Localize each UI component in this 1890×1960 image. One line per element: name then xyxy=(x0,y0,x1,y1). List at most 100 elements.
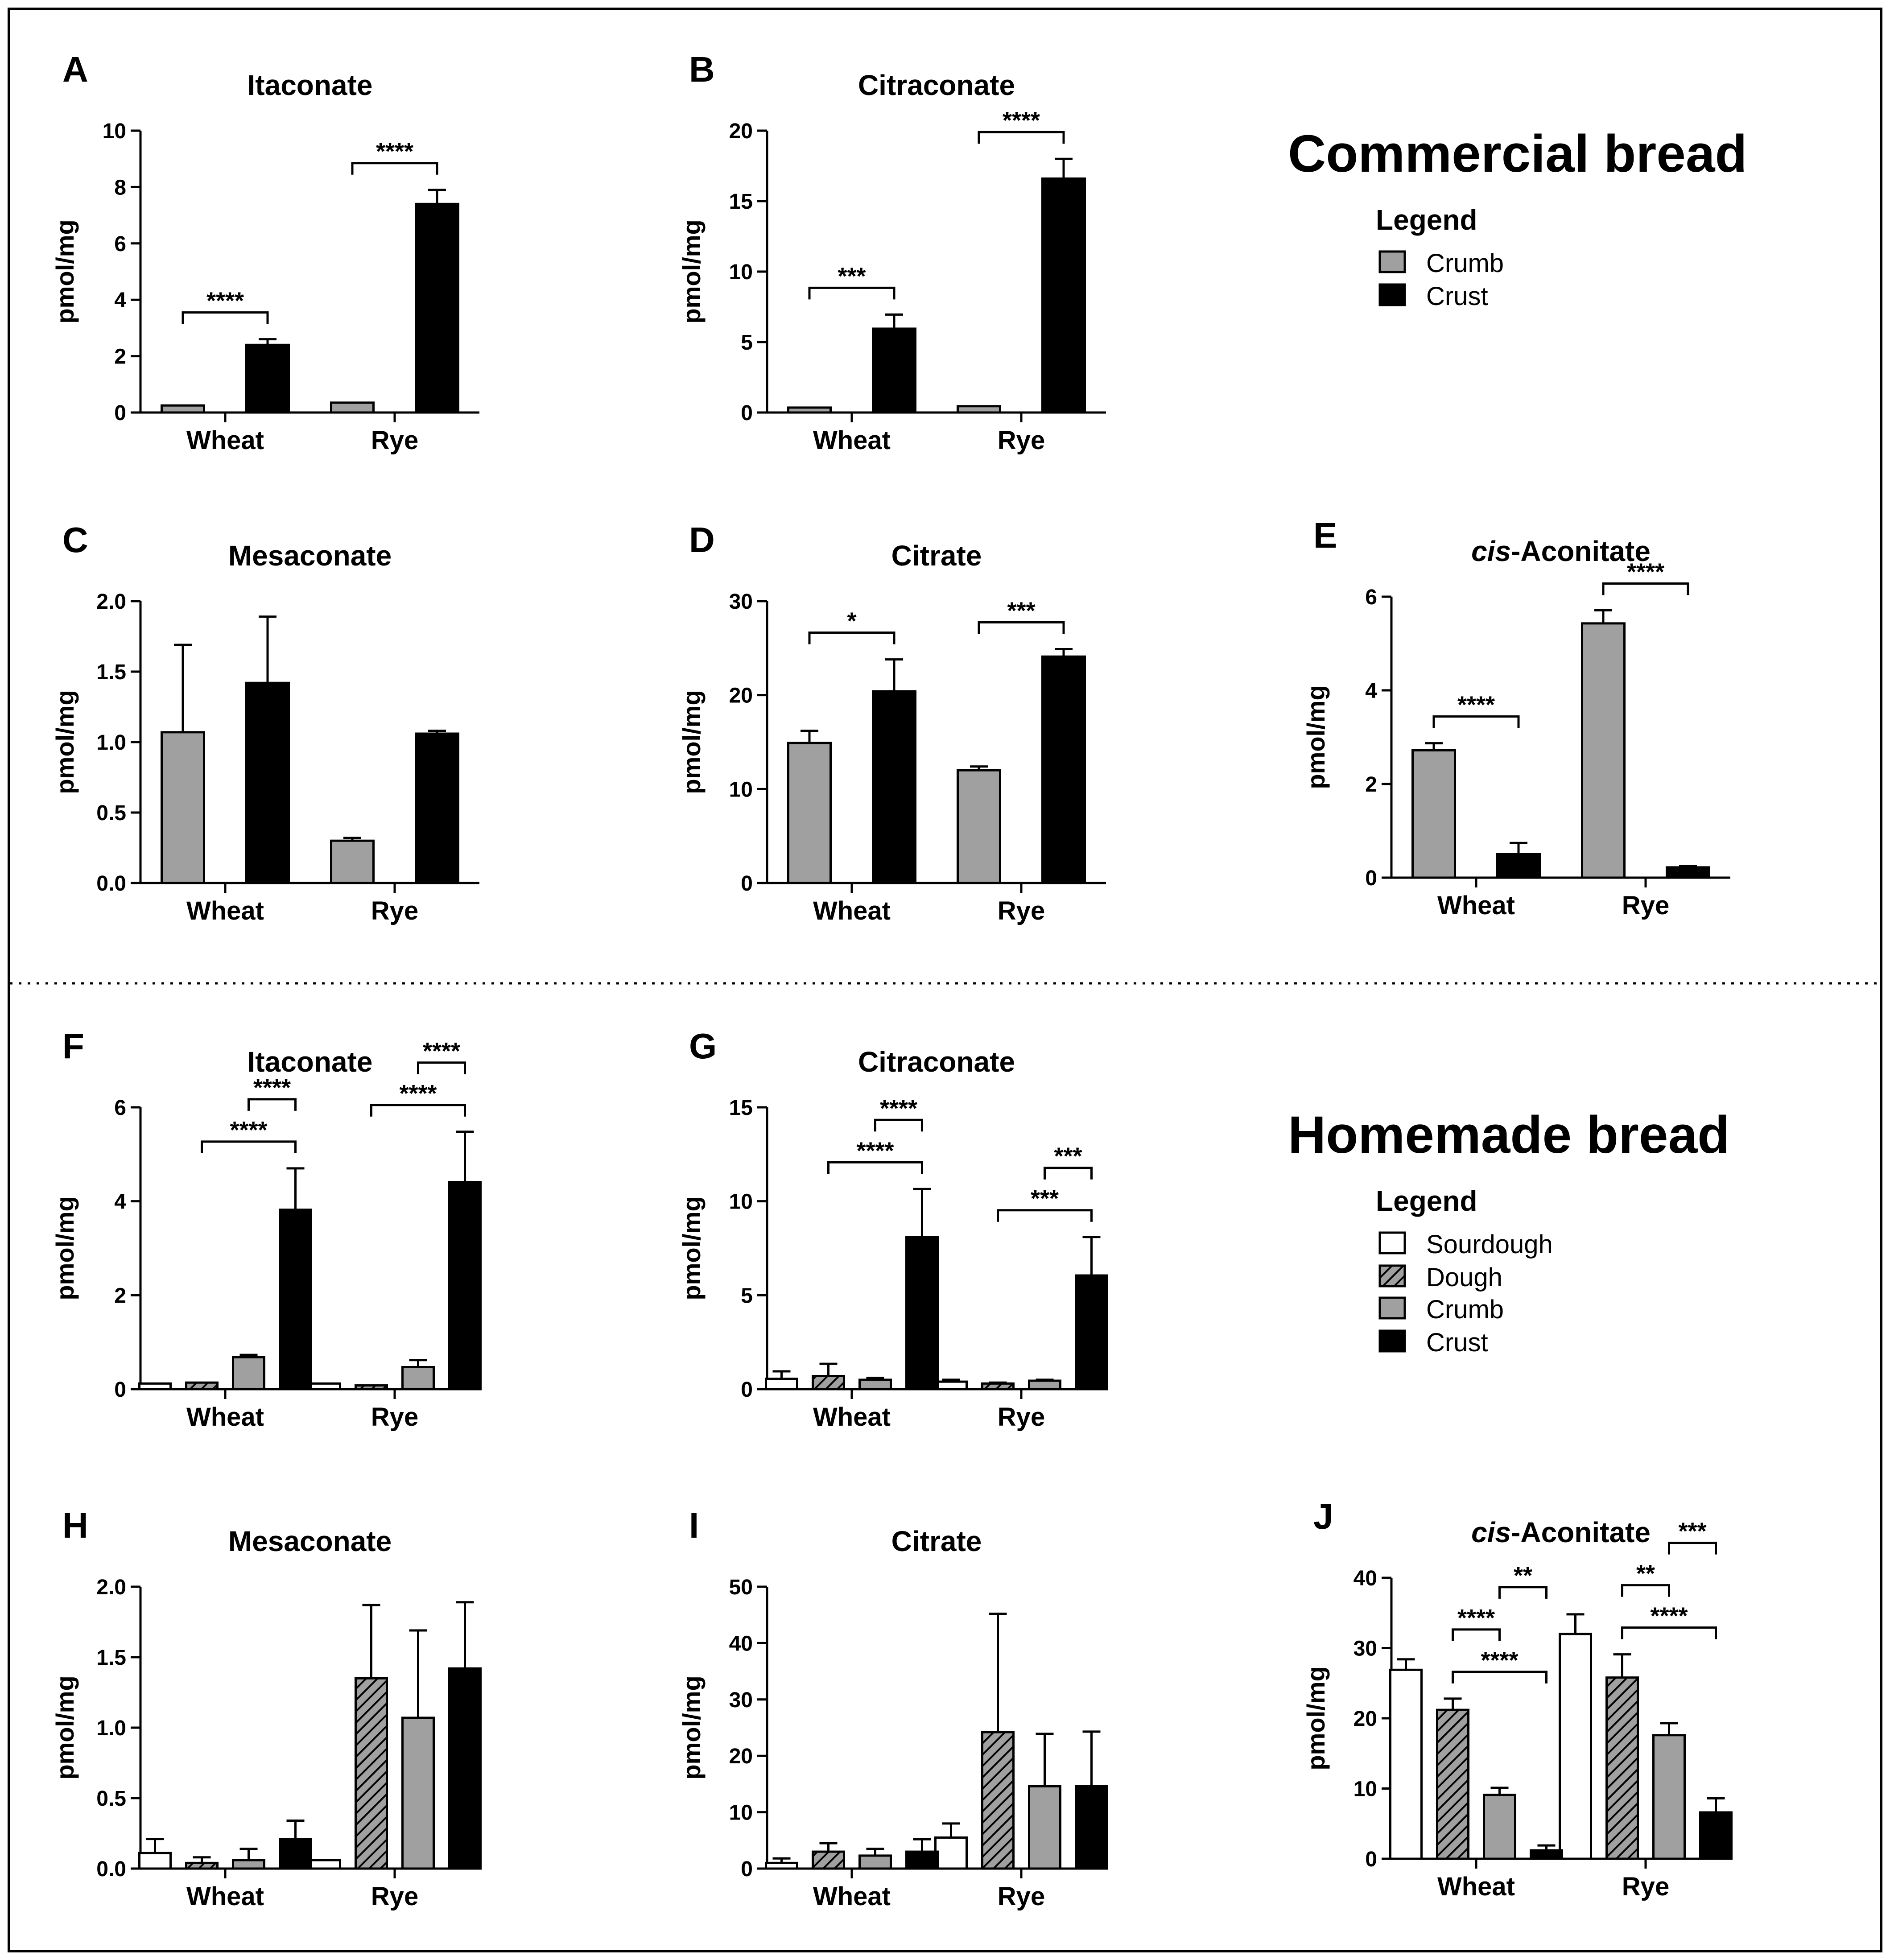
y-axis-label: pmol/mg xyxy=(51,1675,79,1779)
x-tick-label: Rye xyxy=(371,896,418,925)
significance-bracket xyxy=(1044,1167,1093,1180)
x-tick-label: Wheat xyxy=(186,896,264,925)
panel-letter: C xyxy=(62,520,88,560)
significance-bracket xyxy=(1452,1628,1501,1641)
y-tick-label: 10 xyxy=(729,1801,753,1825)
x-tick-label: Rye xyxy=(371,426,418,455)
chart-title: Citrate xyxy=(891,540,982,572)
significance-label: **** xyxy=(253,1074,291,1101)
y-tick-label: 20 xyxy=(729,684,753,708)
section-title: Commercial bread xyxy=(1288,124,1747,183)
bar-crumb-rye xyxy=(957,405,1001,414)
bar-crumb-rye xyxy=(1652,1734,1686,1860)
y-tick-label: 0 xyxy=(1365,1848,1377,1871)
legend-swatch-dough xyxy=(1378,1264,1406,1287)
y-tick-label: 0 xyxy=(741,872,753,895)
x-tick-label: Wheat xyxy=(813,426,891,455)
bar-crust-rye xyxy=(1075,1785,1108,1870)
bar-crumb-wheat xyxy=(787,406,832,414)
x-tick-label: Rye xyxy=(998,896,1045,925)
chart-title: cis-Aconitate xyxy=(1471,1516,1651,1548)
y-tick-label: 20 xyxy=(729,1745,753,1768)
bar-crust-rye xyxy=(448,1667,482,1870)
bar-sourdough-wheat xyxy=(138,1382,172,1391)
chart-panel-f: F Itaconate pmol/mg 0 2 4 6 Wheat Rye **** **** ***… xyxy=(51,1026,482,1432)
significance-bracket xyxy=(370,1104,466,1117)
bar-crumb-rye xyxy=(1028,1379,1061,1391)
bar-crust-rye xyxy=(415,202,459,414)
chart-title: Mesaconate xyxy=(228,540,392,572)
bar-dough-wheat xyxy=(185,1381,219,1391)
chart-title: Citraconate xyxy=(858,69,1015,101)
y-axis-label: pmol/mg xyxy=(677,690,706,794)
y-tick-label: 2.0 xyxy=(96,590,126,614)
panel-letter: H xyxy=(62,1506,88,1545)
y-tick-label: 0 xyxy=(114,1378,126,1402)
bar-crust-rye xyxy=(1666,866,1710,879)
bar-crust-wheat xyxy=(1496,853,1541,879)
y-axis-label: pmol/mg xyxy=(677,1675,706,1779)
significance-bracket xyxy=(874,1118,923,1132)
legend-label-sourdough: Sourdough xyxy=(1426,1230,1553,1259)
legend-label-crust: Crust xyxy=(1426,1328,1488,1357)
significance-bracket xyxy=(978,131,1065,144)
bar-crust-wheat xyxy=(279,1209,312,1391)
y-axis-label: pmol/mg xyxy=(677,1196,706,1300)
bar-crumb-wheat xyxy=(232,1356,265,1391)
figure-border xyxy=(8,8,1882,1952)
significance-bracket xyxy=(1621,1584,1670,1597)
y-axis-label: pmol/mg xyxy=(51,690,79,794)
y-tick-label: 0 xyxy=(741,1378,753,1402)
bar-crust-wheat xyxy=(872,690,916,884)
y-tick-label: 5 xyxy=(741,1284,753,1308)
chart-panel-c: C Mesaconate pmol/mg 0.0 0.5 1.0 1.5 2.0 Wheat Ry… xyxy=(51,520,479,925)
bar-crumb-wheat xyxy=(787,742,832,884)
x-tick-label: Rye xyxy=(371,1882,418,1911)
significance-label: *** xyxy=(1678,1518,1706,1545)
bar-crumb-wheat xyxy=(858,1854,892,1870)
significance-bracket xyxy=(201,1140,297,1153)
panel-letter: A xyxy=(62,50,88,89)
y-axis-label: pmol/mg xyxy=(51,1196,79,1300)
y-tick-label: 2 xyxy=(114,1284,126,1308)
bar-crust-rye xyxy=(1699,1811,1733,1860)
y-tick-label: 4 xyxy=(1365,679,1377,703)
y-tick-label: 10 xyxy=(729,778,753,801)
y-tick-label: 30 xyxy=(729,1688,753,1712)
significance-label: **** xyxy=(856,1137,894,1164)
y-tick-label: 2 xyxy=(1365,773,1377,796)
chart-panel-h: H Mesaconate pmol/mg 0.0 0.5 1.0 1.5 2.0 Wheat Ry… xyxy=(51,1506,482,1911)
bar-crust-wheat xyxy=(279,1838,312,1870)
x-tick-label: Rye xyxy=(371,1403,418,1432)
bar-crumb-wheat xyxy=(858,1378,892,1391)
y-tick-label: 0 xyxy=(741,1857,753,1881)
legend-swatch-sourdough xyxy=(1378,1231,1406,1254)
y-tick-label: 15 xyxy=(729,190,753,214)
significance-label: **** xyxy=(423,1038,460,1065)
y-tick-label: 0 xyxy=(1365,867,1377,890)
y-tick-label: 30 xyxy=(729,590,753,614)
bar-crumb-rye xyxy=(401,1366,435,1391)
significance-bracket xyxy=(351,162,438,175)
bar-sourdough-rye xyxy=(934,1380,968,1391)
bar-crumb-wheat xyxy=(161,731,205,884)
x-tick-label: Wheat xyxy=(186,1882,264,1911)
x-tick-label: Rye xyxy=(998,426,1045,455)
bar-sourdough-rye xyxy=(934,1836,968,1870)
y-axis-label: pmol/mg xyxy=(51,219,79,323)
bar-sourdough-wheat xyxy=(765,1861,798,1870)
bar-dough-wheat xyxy=(185,1861,219,1870)
panel-letter: E xyxy=(1313,516,1337,555)
bar-dough-rye xyxy=(355,1384,388,1391)
y-tick-label: 10 xyxy=(729,260,753,284)
y-tick-label: 20 xyxy=(1354,1707,1377,1731)
significance-label: **** xyxy=(1003,107,1040,134)
y-tick-label: 1.0 xyxy=(96,1717,126,1740)
significance-label: **** xyxy=(399,1080,437,1107)
legend-label-dough: Dough xyxy=(1426,1263,1502,1292)
x-tick-label: Wheat xyxy=(186,1403,264,1432)
significance-label: **** xyxy=(880,1095,917,1122)
